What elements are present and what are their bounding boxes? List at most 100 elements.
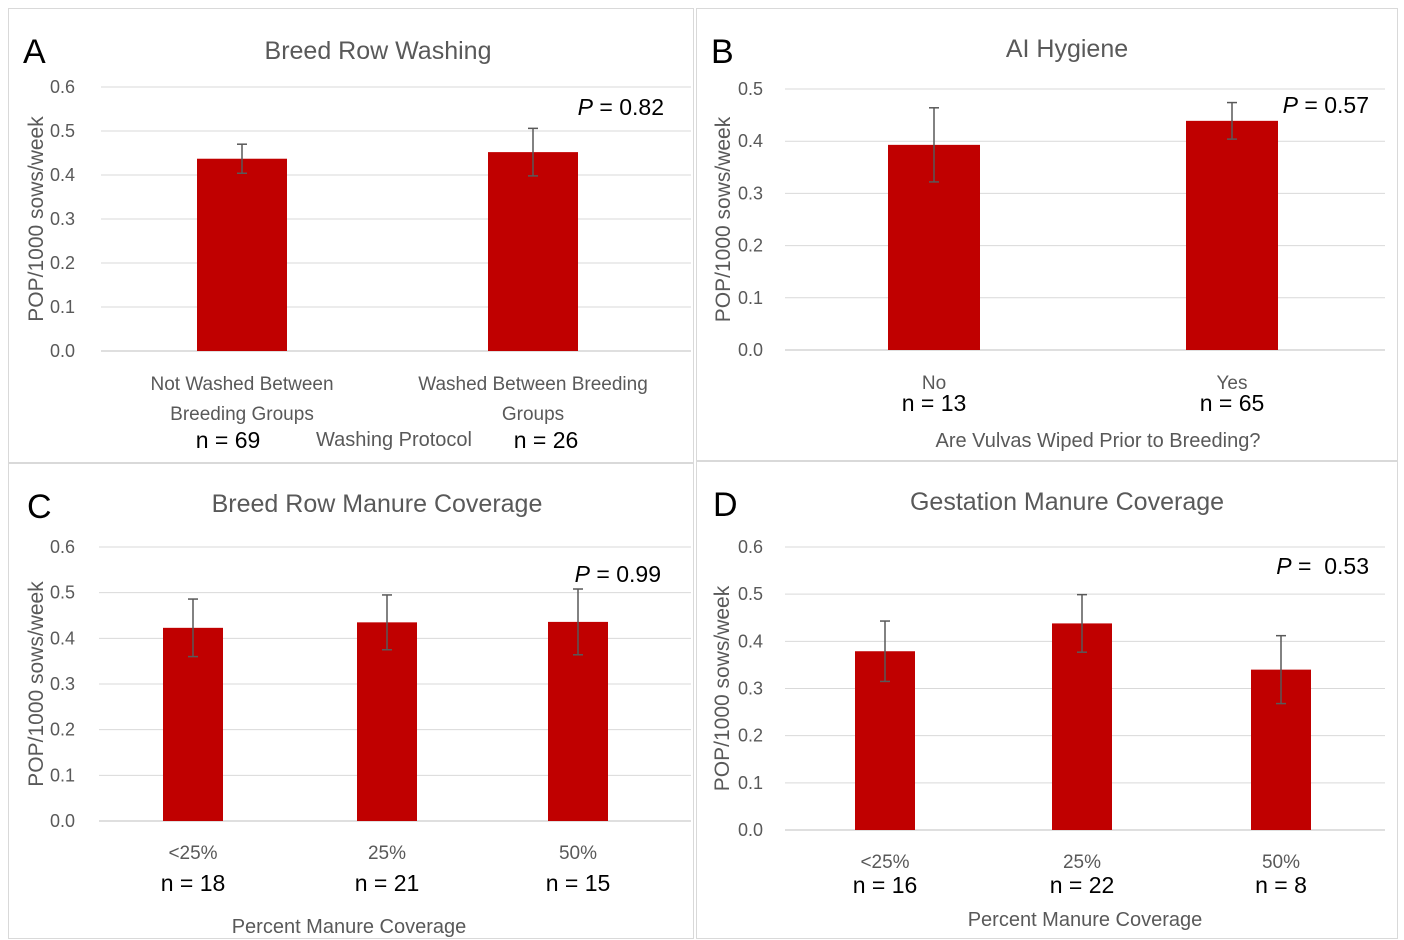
y-tick-label: 0.0 — [50, 341, 75, 361]
p-symbol: P — [575, 561, 591, 587]
y-tick-label: 0.6 — [738, 537, 763, 557]
error-bar — [929, 107, 939, 183]
y-tick-label: 0.2 — [738, 236, 763, 256]
chart-c: C Breed Row Manure Coverage 0.0 0.1 0.2 0.3 0.… — [25, 488, 691, 938]
chart-title: Gestation Manure Coverage — [910, 488, 1224, 516]
y-tick-label: 0.1 — [50, 765, 75, 785]
error-bar — [880, 620, 890, 683]
error-bar — [1227, 101, 1237, 140]
y-tick-label: 0.2 — [738, 726, 763, 746]
y-tick-label: 0.0 — [738, 340, 763, 360]
y-tick-label: 0.5 — [50, 583, 75, 603]
error-bar — [188, 598, 198, 658]
x-tick-label: 25% — [1063, 852, 1101, 873]
x-tick-label: <25% — [168, 843, 217, 864]
error-bar — [528, 127, 538, 177]
p-symbol: P — [1276, 553, 1292, 579]
n-label: n = 15 — [546, 870, 611, 896]
n-label: n = 8 — [1255, 872, 1307, 898]
y-tick-label: 0.3 — [50, 674, 75, 694]
y-axis-label: POP/1000 sows/week — [25, 116, 48, 322]
panel-a: A Breed Row Washing 0.0 0.1 0.2 0.3 0.4 0.5 0.6 P… — [8, 8, 694, 463]
chart-title: AI Hygiene — [1006, 35, 1128, 63]
x-tick-label: Not Washed Between — [150, 374, 333, 395]
bar — [488, 152, 578, 351]
y-tick-label: 0.6 — [50, 77, 75, 97]
error-bar — [1077, 593, 1087, 653]
y-tick-label: 0.3 — [738, 183, 763, 203]
x-tick-label: Groups — [502, 404, 564, 425]
p-value-label: P = 0.57 — [1283, 92, 1369, 118]
error-bar — [382, 594, 392, 651]
y-tick-label: 0.3 — [738, 679, 763, 699]
x-tick-label: Washed Between Breeding — [418, 374, 648, 395]
bar — [163, 627, 223, 821]
y-tick-label: 0.1 — [738, 288, 763, 308]
y-tick-label: 0.0 — [738, 820, 763, 840]
x-axis-label: Percent Manure Coverage — [232, 916, 467, 938]
x-tick-label: No — [922, 373, 946, 394]
x-axis-label: Are Vulvas Wiped Prior to Breeding? — [936, 430, 1261, 452]
n-label: n = 18 — [161, 870, 226, 896]
p-value: = 0.82 — [593, 94, 664, 120]
y-tick-label: 0.1 — [50, 297, 75, 317]
chart-a: A Breed Row Washing0.00.10.20.30.40.50.6P… — [23, 33, 691, 453]
y-tick-label: 0.0 — [50, 811, 75, 831]
x-tick-label: 50% — [559, 843, 597, 864]
p-value: = 0.99 — [590, 561, 661, 587]
p-symbol: P — [1283, 92, 1299, 118]
y-tick-label: 0.5 — [738, 79, 763, 99]
p-value: = 0.57 — [1298, 92, 1369, 118]
bar — [1186, 120, 1278, 350]
chart-title: Breed Row Washing — [265, 37, 492, 65]
y-tick-label: 0.5 — [738, 584, 763, 604]
p-value-label: P = 0.53 — [1276, 553, 1369, 579]
y-tick-label: 0.4 — [738, 631, 763, 651]
panel-letter: A — [23, 33, 46, 71]
n-label: n = 69 — [196, 427, 261, 453]
n-label: n = 13 — [902, 390, 967, 416]
bar — [1052, 623, 1112, 830]
bar — [197, 158, 287, 351]
n-label: n = 16 — [853, 872, 918, 898]
x-tick-label: 25% — [368, 843, 406, 864]
y-tick-label: 0.1 — [738, 773, 763, 793]
y-tick-label: 0.5 — [50, 121, 75, 141]
y-tick-label: 0.4 — [738, 131, 763, 151]
x-tick-label: Breeding Groups — [170, 404, 314, 425]
y-tick-label: 0.4 — [50, 165, 75, 185]
panel-letter: B — [711, 33, 734, 71]
y-axis-label: POP/1000 sows/week — [712, 116, 735, 322]
panel-d: D Gestation Manure Coverage 0.0 0.1 0.2 0.3 0.… — [696, 461, 1398, 939]
p-value-label: P = 0.99 — [575, 561, 661, 587]
bar — [357, 622, 417, 821]
x-tick-label: 50% — [1262, 852, 1300, 873]
n-label: n = 26 — [514, 427, 579, 453]
p-value-label: P = 0.82 — [578, 94, 664, 120]
panel-letter: D — [713, 486, 738, 524]
error-bar — [573, 588, 583, 656]
y-tick-label: 0.2 — [50, 720, 75, 740]
n-label: n = 22 — [1050, 872, 1115, 898]
y-tick-label: 0.4 — [50, 628, 75, 648]
chart-title: Breed Row Manure Coverage — [212, 490, 543, 518]
panel-letter: C — [27, 488, 52, 526]
panel-c: C Breed Row Manure Coverage 0.0 0.1 0.2 0.3 0.… — [8, 463, 694, 939]
n-label: n = 21 — [355, 870, 420, 896]
panel-b: B AI Hygiene 0.0 0.1 0.2 0.3 0.4 0.5 POP/1000 so… — [696, 8, 1398, 461]
y-tick-label: 0.2 — [50, 253, 75, 273]
error-bar — [237, 143, 247, 174]
y-tick-label: 0.6 — [50, 537, 75, 557]
y-axis-label: POP/1000 sows/week — [711, 585, 734, 791]
x-axis-label: Percent Manure Coverage — [968, 909, 1203, 931]
x-tick-label: <25% — [860, 852, 909, 873]
p-value: = 0.53 — [1292, 553, 1369, 579]
error-bar — [1276, 634, 1286, 705]
chart-d: D Gestation Manure Coverage 0.0 0.1 0.2 0.3 0.… — [711, 486, 1385, 931]
x-axis-label: Washing Protocol — [316, 429, 472, 451]
y-tick-label: 0.3 — [50, 209, 75, 229]
y-axis-label: POP/1000 sows/week — [25, 581, 48, 787]
p-symbol: P — [578, 94, 594, 120]
x-tick-label: Yes — [1217, 373, 1248, 394]
